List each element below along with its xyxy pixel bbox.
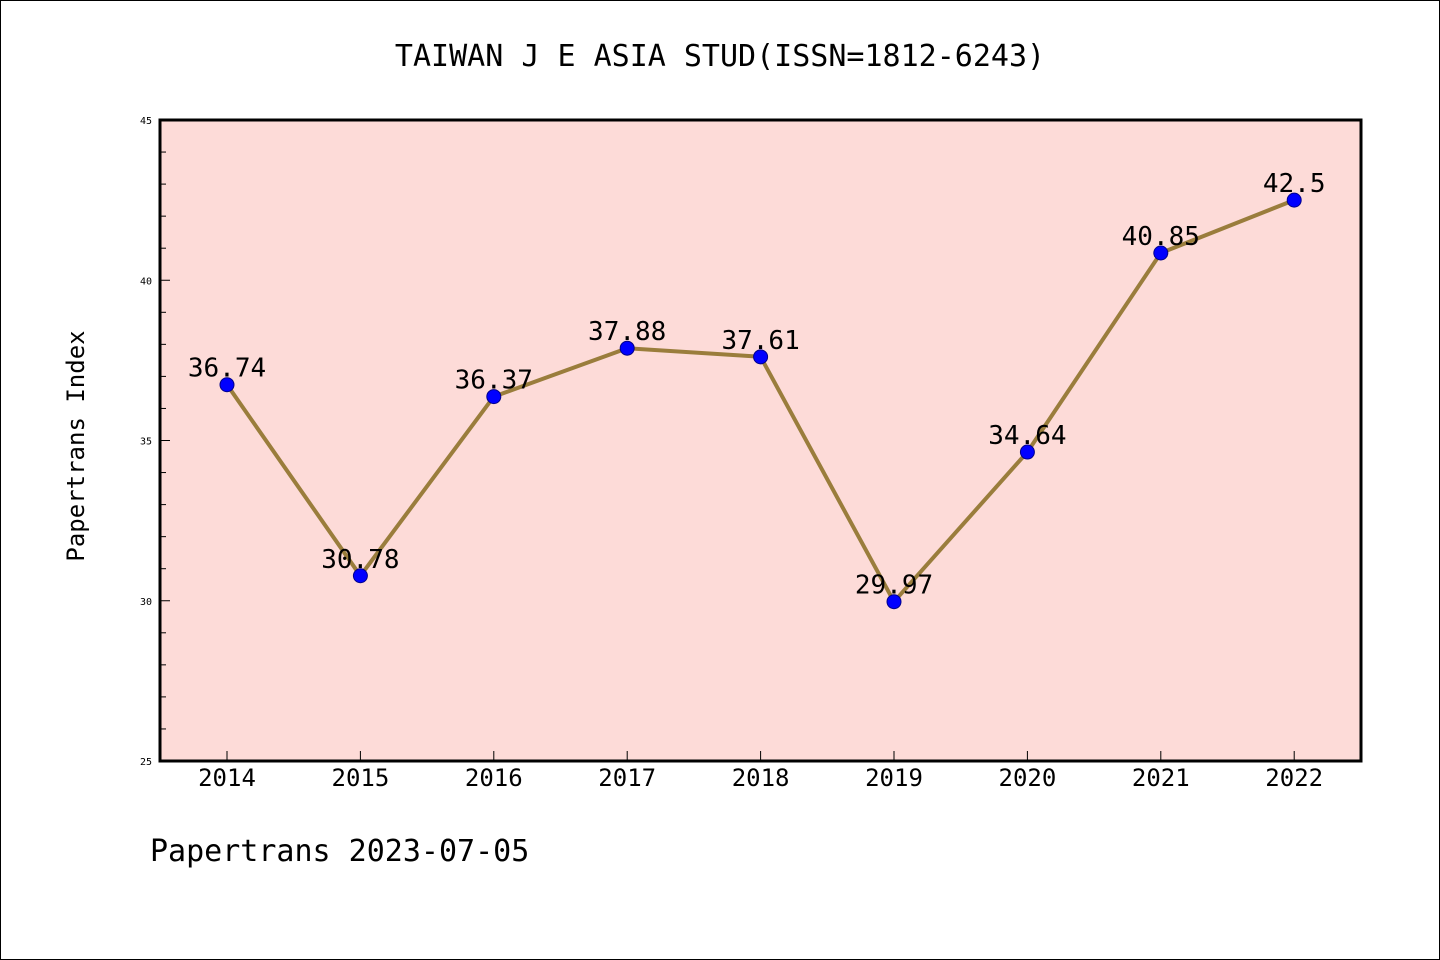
data-point-marker xyxy=(1019,444,1035,460)
x-tick-label: 2017 xyxy=(598,764,656,792)
axis-ticks: 25 30 35 40 45 2014 2015 2016 2017 2018 2019 2020 20… xyxy=(140,116,1323,792)
data-label: 40.85 xyxy=(1122,222,1200,252)
y-tick-label: 30 xyxy=(140,597,152,608)
y-tick-label: 35 xyxy=(140,437,152,448)
chart-title: TAIWAN J E ASIA STUD(ISSN=1812-6243) xyxy=(395,39,1045,74)
footer-source-date: Papertrans 2023-07-05 xyxy=(150,834,530,869)
x-tick-label: 2015 xyxy=(332,764,390,792)
data-label: 34.64 xyxy=(988,421,1066,451)
y-axis-label: Papertrans Index xyxy=(62,330,90,561)
y-tick-label: 40 xyxy=(140,276,152,287)
data-label: 37.88 xyxy=(588,317,666,347)
y-tick-label: 45 xyxy=(140,116,152,127)
data-label: 37.61 xyxy=(721,326,799,356)
data-labels: 36.74 30.78 36.37 37.88 37.61 29.97 34.64 40.85… xyxy=(188,169,1326,601)
x-tick-label: 2018 xyxy=(732,764,790,792)
x-tick-label: 2014 xyxy=(198,764,256,792)
x-tick-label: 2021 xyxy=(1132,764,1190,792)
data-label: 36.74 xyxy=(188,354,266,384)
plot-area xyxy=(160,120,1361,761)
data-point-marker xyxy=(352,568,368,584)
data-label: 42.5 xyxy=(1263,169,1326,199)
data-point-marker xyxy=(486,389,502,405)
data-label: 29.97 xyxy=(855,571,933,601)
data-point-marker xyxy=(619,340,635,356)
series-markers xyxy=(219,192,1302,610)
data-point-marker xyxy=(1153,245,1169,261)
plot-border xyxy=(158,118,1363,763)
x-tick-label: 2020 xyxy=(999,764,1057,792)
data-point-marker xyxy=(753,349,769,365)
data-label: 36.37 xyxy=(455,366,533,396)
x-tick-label: 2022 xyxy=(1265,764,1323,792)
data-label: 30.78 xyxy=(321,545,399,575)
y-tick-label: 25 xyxy=(140,757,152,768)
data-point-marker xyxy=(886,594,902,610)
x-tick-label: 2016 xyxy=(465,764,523,792)
x-tick-label: 2019 xyxy=(865,764,923,792)
data-point-marker xyxy=(1286,192,1302,208)
data-point-marker xyxy=(219,377,235,393)
